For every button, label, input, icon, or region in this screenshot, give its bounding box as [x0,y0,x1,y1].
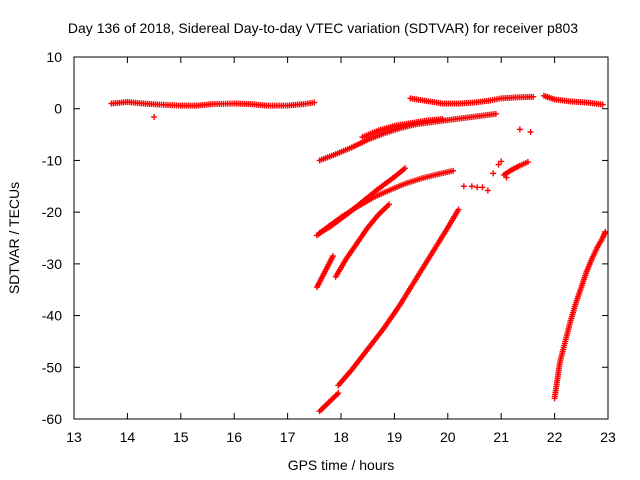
x-tick-label: 23 [600,429,616,445]
data-point [527,128,534,135]
x-axis-title: GPS time / hours [288,457,395,473]
plot-frame [73,56,609,420]
x-tick-label: 15 [173,429,189,445]
data-point [311,99,318,106]
x-tick-label: 14 [120,429,136,445]
data-point [503,174,510,181]
y-tick-label: 10 [46,49,62,65]
y-tick-labels: -60 -50 -40 -30 -20 -10 0 10 [42,49,62,427]
data-point [498,158,505,165]
x-tick-label: 16 [226,429,242,445]
x-tick-label: 19 [387,429,403,445]
data-point [468,183,475,190]
data-point [516,126,523,133]
data-point [151,113,158,120]
y-tick-label: -30 [42,256,62,272]
data-point [495,161,502,168]
y-tick-label: -20 [42,204,62,220]
x-tick-label: 20 [440,429,456,445]
y-tick-label: -40 [42,308,62,324]
data-point [599,101,606,108]
data-point [450,167,457,174]
chart-title: Day 136 of 2018, Sidereal Day-to-day VTE… [68,20,578,36]
data-point [530,93,537,100]
y-tick-label: -60 [42,411,62,427]
y-tick-label: 0 [54,101,62,117]
data-point [474,184,481,191]
data-point [439,116,446,123]
data-point [492,110,499,117]
data-point [479,184,486,191]
data-point [490,170,497,177]
x-tick-label: 21 [493,429,509,445]
data-point [602,228,609,235]
x-tick-label: 17 [280,429,296,445]
data-point [460,183,467,190]
x-tick-label: 18 [333,429,349,445]
axis-ticks [73,56,609,420]
data-point [329,253,336,260]
data-point [402,165,409,172]
y-axis-title: SDTVAR / TECUs [6,182,22,294]
data-point [524,158,531,165]
data-point [484,187,491,194]
data-points [108,92,609,415]
data-point [335,390,342,397]
y-tick-label: -50 [42,359,62,375]
data-point [386,201,393,208]
x-tick-label: 22 [547,429,563,445]
y-tick-label: -10 [42,152,62,168]
data-point [455,206,462,213]
x-tick-labels: 13 14 15 16 17 18 19 20 21 22 23 [66,429,616,445]
x-tick-label: 13 [66,429,82,445]
